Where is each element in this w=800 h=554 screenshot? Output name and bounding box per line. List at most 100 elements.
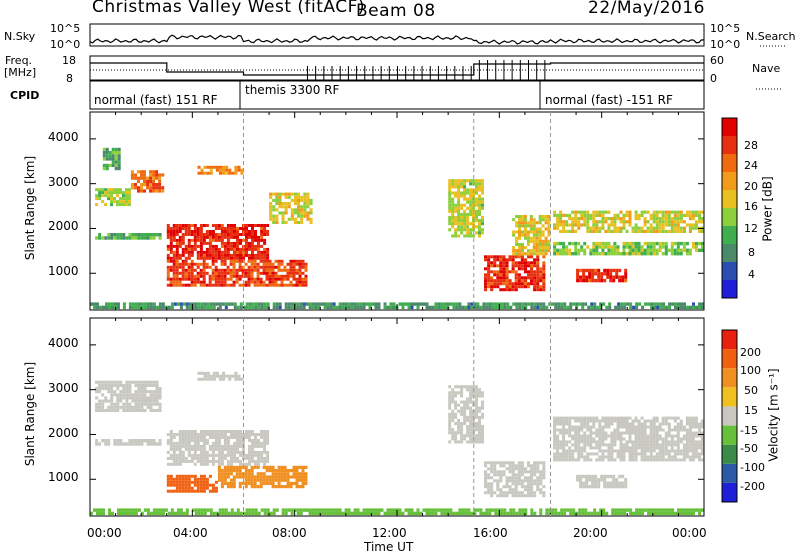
data-cell bbox=[463, 212, 467, 216]
data-cell bbox=[576, 474, 580, 479]
data-cell bbox=[608, 305, 612, 310]
data-cell bbox=[533, 479, 537, 483]
data-cell bbox=[233, 224, 236, 227]
data-cell bbox=[457, 431, 461, 435]
data-cell bbox=[539, 288, 543, 292]
data-cell bbox=[125, 405, 129, 409]
data-cell bbox=[209, 302, 213, 306]
data-cell bbox=[487, 482, 491, 486]
data-cell bbox=[580, 416, 584, 420]
data-cell bbox=[685, 446, 689, 450]
data-cell bbox=[598, 226, 602, 230]
data-cell bbox=[490, 255, 494, 259]
data-cell bbox=[556, 252, 560, 256]
data-cell bbox=[679, 213, 683, 217]
data-cell bbox=[469, 182, 473, 186]
data-cell bbox=[658, 223, 662, 227]
data-cell bbox=[178, 262, 182, 266]
data-cell bbox=[493, 491, 497, 495]
data-cell bbox=[257, 444, 260, 448]
data-cell bbox=[562, 241, 566, 246]
data-cell bbox=[280, 485, 284, 489]
data-cell bbox=[220, 235, 224, 239]
data-cell bbox=[688, 229, 692, 233]
data-cell bbox=[541, 218, 545, 222]
data-cell bbox=[640, 226, 644, 230]
data-cell bbox=[688, 446, 692, 450]
data-cell bbox=[670, 416, 674, 420]
data-cell bbox=[286, 274, 290, 278]
data-cell bbox=[668, 511, 672, 516]
data-cell bbox=[676, 458, 680, 462]
data-cell bbox=[108, 305, 111, 310]
data-cell bbox=[514, 494, 518, 498]
data-cell bbox=[125, 393, 129, 397]
data-cell bbox=[380, 508, 384, 512]
data-cell bbox=[226, 271, 230, 275]
data-cell bbox=[202, 283, 206, 287]
data-cell bbox=[293, 305, 297, 310]
data-cell bbox=[122, 203, 125, 207]
data-cell bbox=[181, 235, 185, 239]
data-cell bbox=[317, 302, 321, 306]
data-cell bbox=[600, 474, 604, 479]
data-cell bbox=[601, 252, 605, 256]
data-cell bbox=[640, 446, 644, 450]
data-cell bbox=[527, 485, 531, 489]
data-cell bbox=[530, 488, 534, 492]
data-cell bbox=[598, 220, 602, 224]
data-cell bbox=[491, 508, 495, 512]
data-cell bbox=[161, 305, 165, 310]
data-cell bbox=[146, 305, 150, 310]
data-cell bbox=[205, 456, 209, 460]
data-cell bbox=[620, 511, 624, 516]
data-cell bbox=[535, 236, 539, 240]
data-cell bbox=[235, 280, 239, 284]
data-cell bbox=[283, 485, 287, 489]
data-cell bbox=[149, 442, 153, 446]
data-cell bbox=[601, 226, 605, 230]
data-cell bbox=[266, 508, 270, 512]
data-cell bbox=[187, 241, 191, 245]
data-cell bbox=[454, 216, 458, 220]
data-cell bbox=[300, 208, 304, 212]
data-cell bbox=[111, 305, 114, 310]
data-cell bbox=[520, 464, 524, 468]
data-cell bbox=[287, 195, 291, 199]
data-cell bbox=[673, 452, 677, 456]
data-cell bbox=[481, 440, 484, 444]
data-cell bbox=[254, 436, 257, 439]
data-cell bbox=[694, 455, 698, 459]
data-cell bbox=[176, 302, 180, 306]
data-cell bbox=[274, 265, 278, 269]
data-cell bbox=[493, 273, 497, 277]
data-cell bbox=[117, 154, 121, 158]
data-cell bbox=[263, 441, 267, 445]
data-cell bbox=[119, 442, 123, 446]
data-cell bbox=[511, 479, 515, 483]
data-cell bbox=[526, 236, 530, 240]
data-cell bbox=[557, 305, 561, 310]
data-cell bbox=[454, 228, 458, 232]
data-cell bbox=[236, 241, 239, 245]
data-cell bbox=[559, 458, 563, 462]
data-cell bbox=[463, 409, 467, 413]
data-cell bbox=[272, 214, 276, 218]
data-cell bbox=[110, 188, 113, 192]
data-cell bbox=[178, 486, 182, 490]
data-cell bbox=[271, 280, 275, 284]
data-cell bbox=[604, 449, 608, 453]
data-cell bbox=[205, 233, 209, 236]
data-cell bbox=[362, 302, 366, 306]
data-cell bbox=[484, 482, 488, 486]
data-cell bbox=[563, 305, 567, 310]
data-cell bbox=[303, 192, 307, 196]
data-cell bbox=[296, 508, 300, 512]
data-cell bbox=[236, 256, 239, 260]
data-cell bbox=[607, 210, 611, 214]
data-cell bbox=[178, 433, 182, 436]
data-cell bbox=[701, 458, 704, 462]
data-cell bbox=[580, 210, 584, 214]
data-cell bbox=[452, 511, 456, 516]
data-cell bbox=[299, 511, 303, 516]
